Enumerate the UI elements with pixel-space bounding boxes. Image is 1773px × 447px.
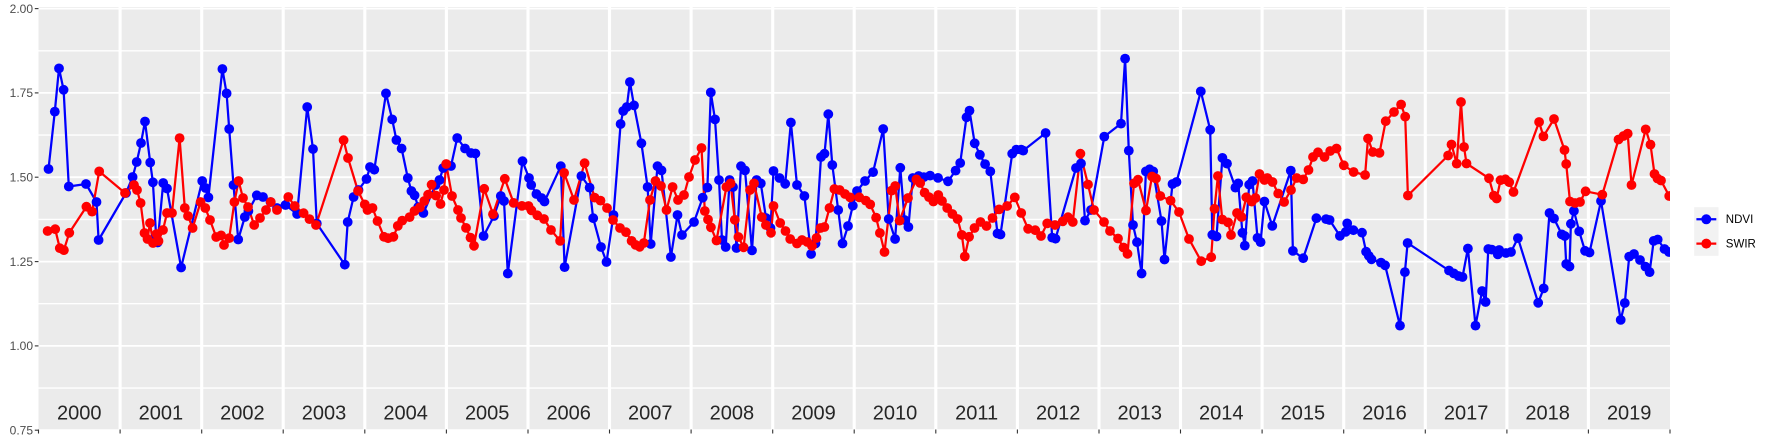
svg-text:2015: 2015 [1281, 403, 1326, 425]
svg-text:2000: 2000 [57, 403, 102, 425]
svg-text:2014: 2014 [1199, 403, 1244, 425]
svg-text:2002: 2002 [220, 403, 265, 425]
svg-text:2004: 2004 [383, 403, 428, 425]
svg-text:2005: 2005 [465, 403, 510, 425]
svg-text:1.50: 1.50 [10, 170, 34, 184]
svg-text:1.25: 1.25 [10, 255, 34, 269]
svg-text:2009: 2009 [791, 403, 836, 425]
svg-text:2013: 2013 [1118, 403, 1163, 425]
svg-text:2001: 2001 [139, 403, 184, 425]
svg-text:2011: 2011 [955, 403, 998, 425]
svg-text:2010: 2010 [873, 403, 918, 425]
svg-text:1.00: 1.00 [10, 339, 34, 353]
svg-text:2012: 2012 [1036, 403, 1081, 425]
svg-text:2007: 2007 [628, 403, 673, 425]
svg-text:2003: 2003 [302, 403, 347, 425]
svg-text:1.75: 1.75 [10, 86, 34, 100]
svg-text:2.00: 2.00 [10, 2, 34, 16]
svg-text:2017: 2017 [1444, 403, 1489, 425]
svg-text:2018: 2018 [1525, 403, 1570, 425]
svg-text:SWIR: SWIR [1726, 239, 1756, 251]
svg-text:2019: 2019 [1607, 403, 1652, 425]
svg-text:NDVI: NDVI [1726, 214, 1753, 226]
svg-text:2016: 2016 [1362, 403, 1407, 425]
svg-text:2008: 2008 [710, 403, 755, 425]
svg-text:2006: 2006 [546, 403, 591, 425]
svg-text:0.75: 0.75 [10, 423, 34, 437]
